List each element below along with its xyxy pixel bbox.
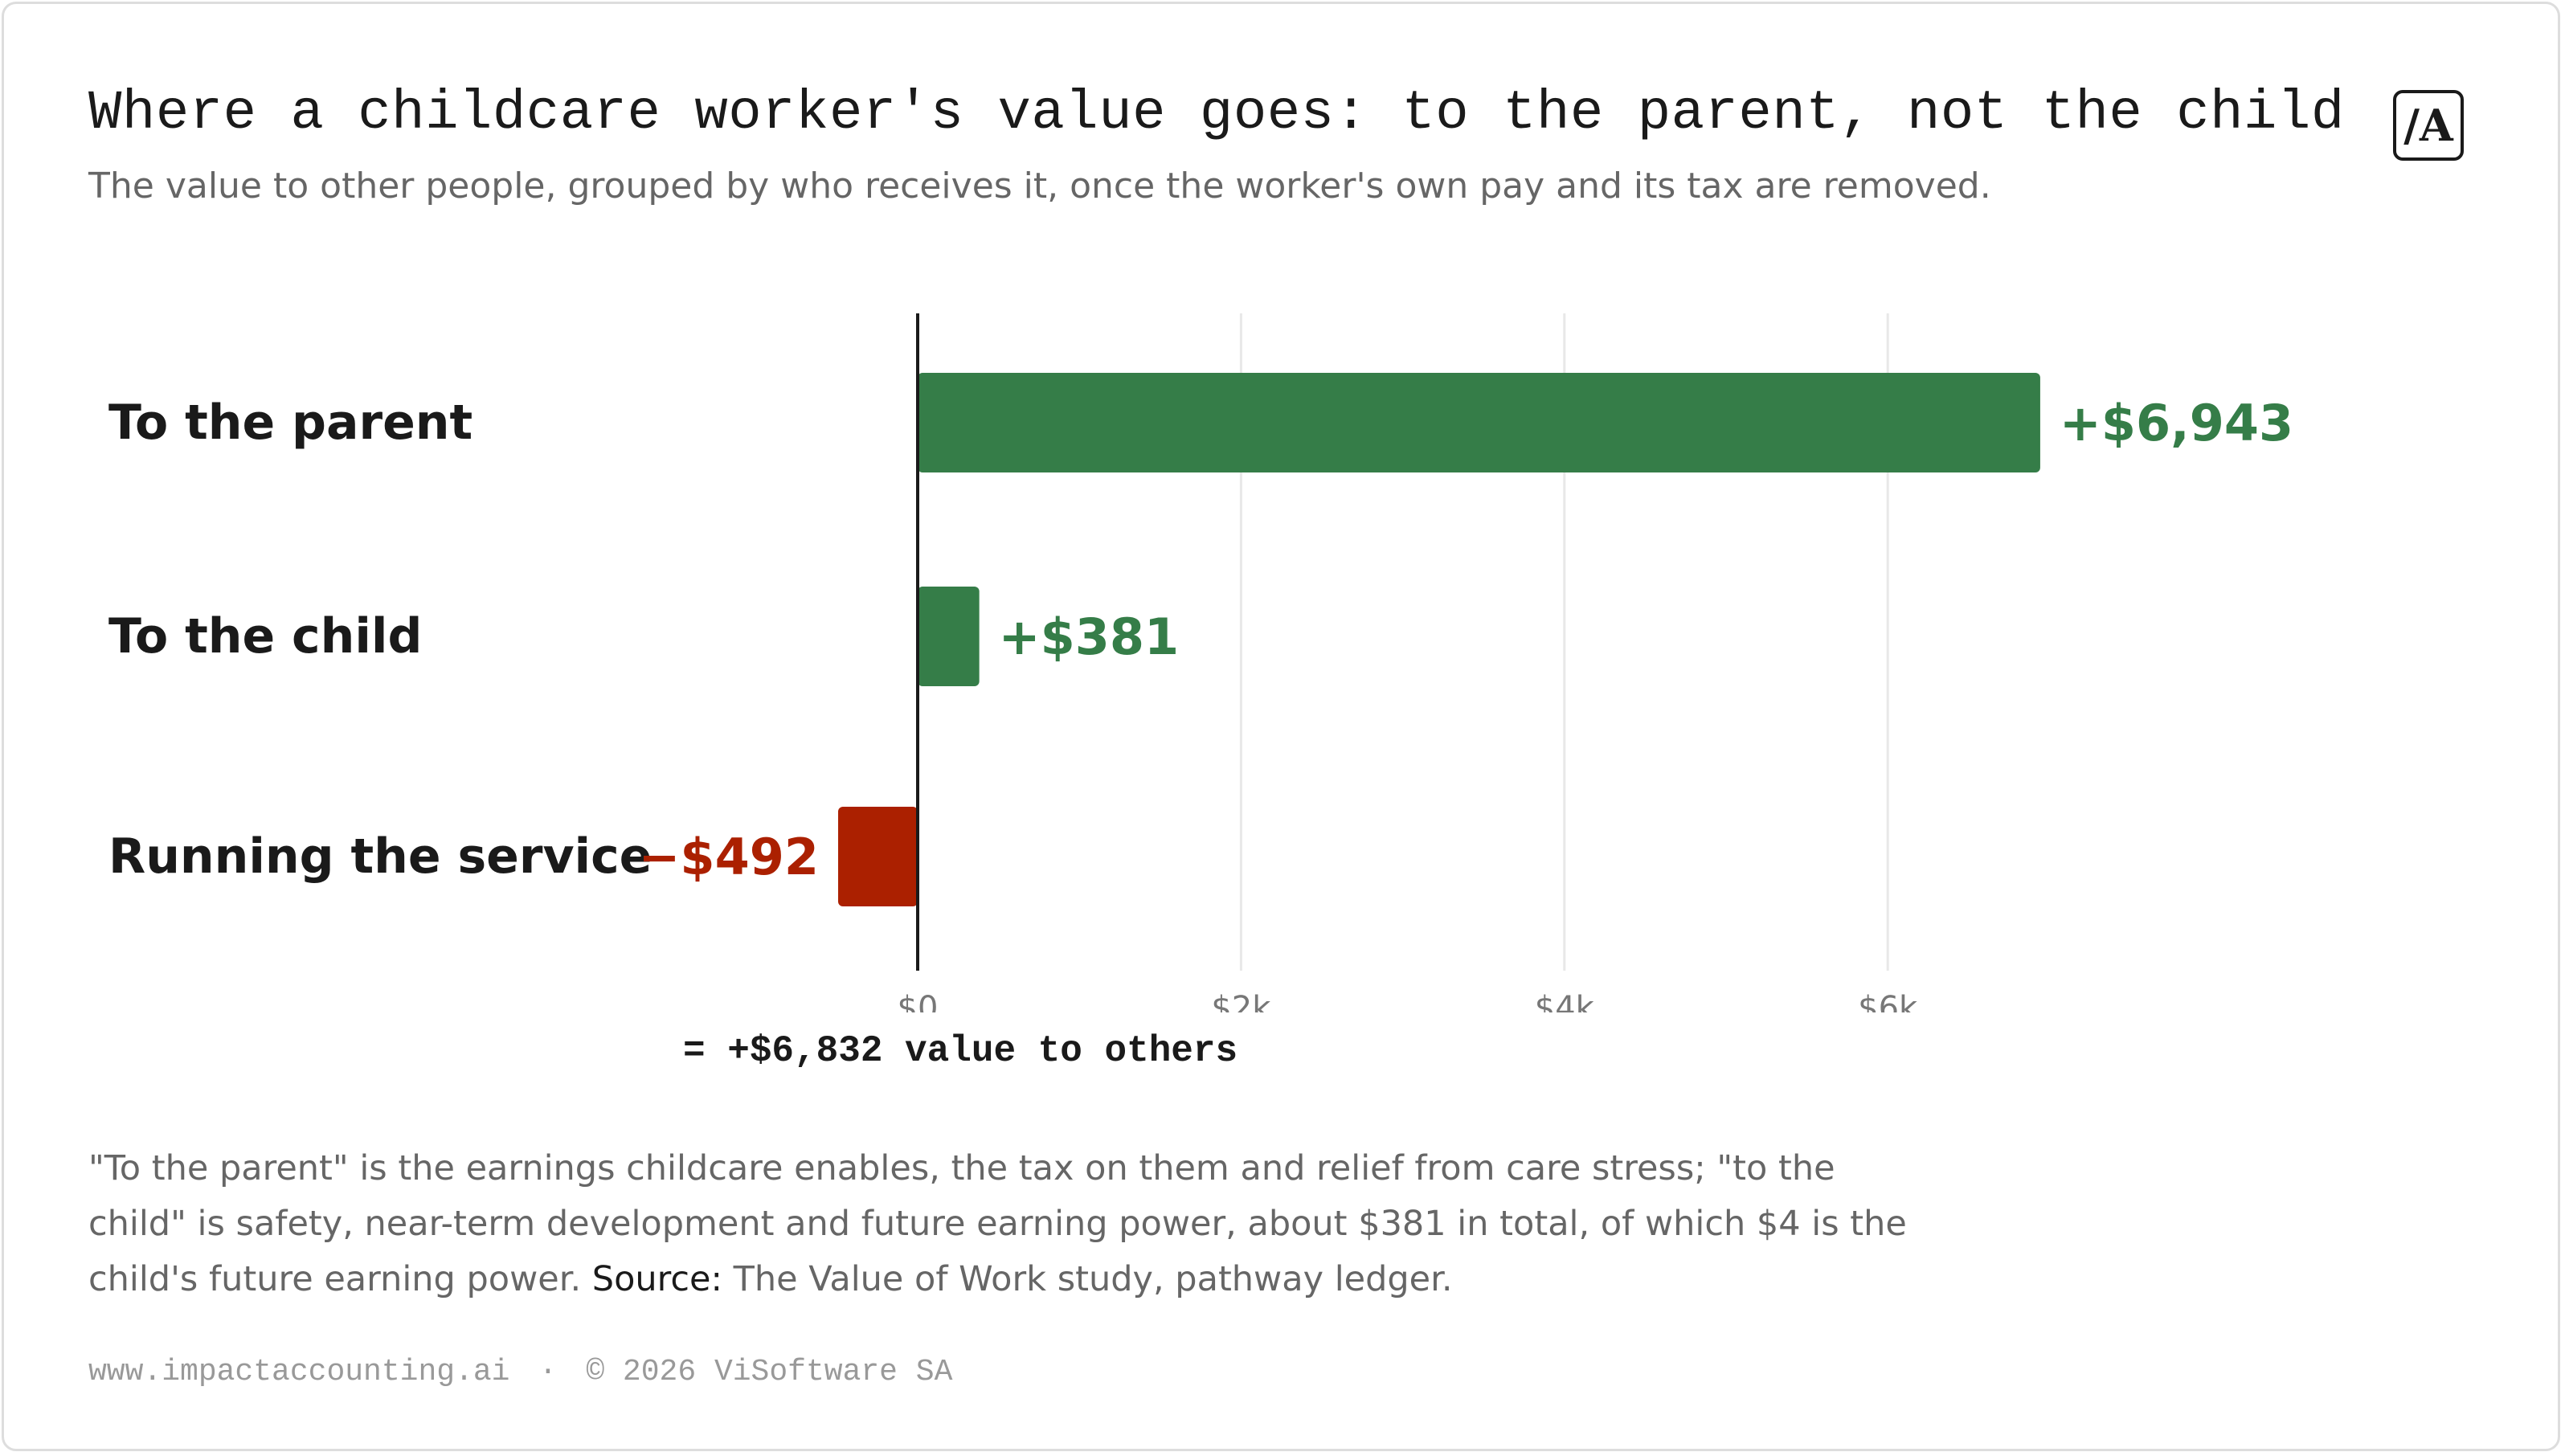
chart-subtitle: The value to other people, grouped by wh…: [88, 166, 1991, 207]
brand-logo-icon: /A: [2393, 90, 2464, 161]
category-label: Running the service: [108, 828, 652, 885]
category-label: To the parent: [108, 395, 472, 451]
x-tick-label: $6k: [1858, 990, 1918, 1012]
chart-title: Where a childcare worker's value goes: t…: [88, 82, 2345, 145]
value-label: +$381: [999, 607, 1180, 666]
footer: www.impactaccounting.ai · © 2026 ViSoftwar…: [88, 1355, 952, 1389]
note-text: "To the parent" is the earnings childcar…: [88, 1148, 1907, 1299]
x-tick-label: $0: [898, 990, 939, 1012]
bar: [918, 373, 2040, 472]
x-tick-label: $2k: [1211, 990, 1271, 1012]
category-label: To the child: [108, 608, 422, 665]
bar: [838, 807, 918, 906]
source-label: Source:: [591, 1259, 722, 1299]
value-label: +$6,943: [2060, 394, 2293, 452]
chart-note: "To the parent" is the earnings childcar…: [88, 1141, 1937, 1307]
footer-copyright: © 2026 ViSoftware SA: [586, 1355, 953, 1389]
bar-chart: $0 $2k $4k $6k To the parent +$6,943 To the ch…: [108, 313, 2293, 1012]
bar: [918, 587, 980, 686]
footer-url: www.impactaccounting.ai: [88, 1355, 510, 1389]
x-tick-label: $4k: [1535, 990, 1595, 1012]
footer-separator: ·: [538, 1355, 558, 1389]
summary-total: = +$6,832 value to others: [683, 1030, 1238, 1072]
value-label: −$492: [638, 828, 819, 886]
source-text: The Value of Work study, pathway ledger.: [733, 1259, 1453, 1299]
